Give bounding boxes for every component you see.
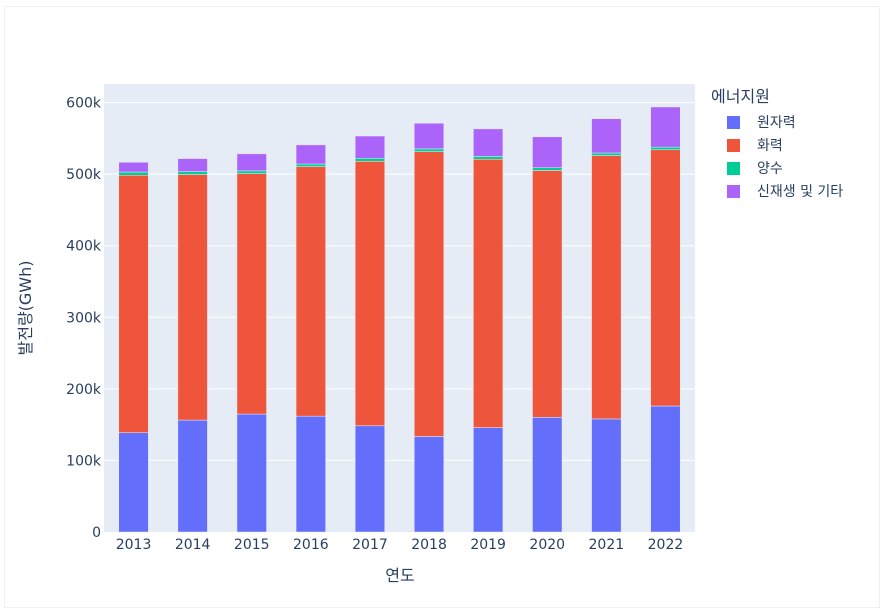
bar-segment	[118, 162, 149, 173]
legend-item-label[interactable]: 원자력	[757, 115, 796, 131]
legend-swatch[interactable]	[727, 185, 740, 198]
bar-segment	[473, 158, 504, 428]
bar-segment	[414, 151, 445, 437]
legend-swatch[interactable]	[727, 139, 740, 152]
bar-segment	[295, 415, 326, 533]
bar-segment	[591, 152, 622, 156]
y-tick-label: 300k	[66, 310, 102, 326]
bar-segment	[354, 161, 385, 427]
bar-segment	[532, 167, 563, 171]
bar-segment	[532, 170, 563, 418]
bar-segment	[414, 122, 445, 150]
bar-segment	[118, 432, 149, 533]
x-tick-label: 2013	[116, 537, 152, 553]
bar-segment	[118, 174, 149, 433]
y-tick-label: 200k	[66, 382, 102, 398]
bar-segment	[295, 166, 326, 417]
bar-segment	[177, 158, 208, 172]
y-tick-label: 600k	[66, 96, 102, 112]
bar-segment	[295, 163, 326, 167]
bar-segment	[177, 171, 208, 175]
bar-segment	[414, 148, 445, 152]
bar-segment	[354, 135, 385, 159]
x-tick-label: 2022	[648, 537, 684, 553]
bar-segment	[118, 171, 149, 176]
bar-segment	[473, 427, 504, 533]
bar-segment	[236, 153, 267, 172]
bar-segment	[473, 156, 504, 160]
legend-item-label[interactable]: 화력	[757, 138, 783, 154]
y-tick-label: 0	[92, 525, 101, 541]
y-axis-label: 발전량(GWh)	[16, 260, 35, 355]
x-tick-label: 2021	[589, 537, 625, 553]
bar-segment	[591, 418, 622, 533]
legend-swatch[interactable]	[727, 116, 740, 129]
y-tick-label: 400k	[66, 239, 102, 255]
legend-item-label[interactable]: 양수	[757, 161, 783, 177]
bar-segment	[532, 136, 563, 168]
bar-segment	[650, 106, 681, 148]
x-tick-label: 2014	[175, 537, 211, 553]
legend-item-label[interactable]: 신재생 및 기타	[757, 184, 843, 200]
x-tick-label: 2016	[293, 537, 329, 553]
bars	[118, 106, 681, 533]
bar-segment	[177, 174, 208, 421]
bar-segment	[591, 118, 622, 154]
bar-segment	[650, 405, 681, 533]
legend-title: 에너지원	[711, 87, 770, 106]
bar-segment	[591, 155, 622, 420]
x-tick-label: 2018	[411, 537, 447, 553]
x-axis-ticks: 2013 2014 2015 2016 2017 2018 2019 2020 2021 2022	[116, 537, 684, 553]
bar-segment	[354, 425, 385, 533]
legend-swatch[interactable]	[727, 162, 740, 175]
x-axis-label: 연도	[385, 566, 414, 585]
bar-segment	[473, 128, 504, 157]
x-tick-label: 2019	[470, 537, 506, 553]
x-tick-label: 2015	[234, 537, 270, 553]
y-axis-ticks: 0 100k 200k 300k 400k 500k 600k	[66, 96, 102, 541]
bar-segment	[236, 413, 267, 533]
bar-segment	[177, 419, 208, 533]
y-tick-label: 500k	[66, 167, 102, 183]
x-tick-label: 2017	[352, 537, 388, 553]
bar-segment	[650, 149, 681, 407]
bar-segment	[295, 144, 326, 165]
bar-segment	[236, 170, 267, 174]
bar-segment	[532, 417, 563, 533]
bar-segment	[354, 158, 385, 162]
bar-segment	[414, 436, 445, 533]
bar-segment	[236, 173, 267, 415]
bar-segment	[650, 146, 681, 151]
x-tick-label: 2020	[529, 537, 565, 553]
y-tick-label: 100k	[66, 453, 102, 469]
